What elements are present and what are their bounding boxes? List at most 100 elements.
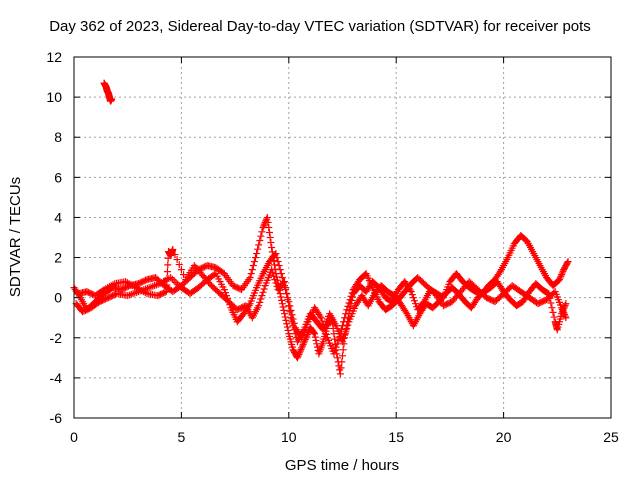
data-point [164, 261, 172, 269]
data-point [344, 302, 352, 310]
data-point [557, 272, 565, 280]
data-point [283, 290, 291, 298]
data-point [268, 266, 276, 274]
data-point [256, 298, 264, 306]
data-point [252, 254, 260, 262]
data-points [70, 79, 572, 378]
x-axis-label: GPS time / hours [285, 457, 399, 474]
data-point [265, 223, 273, 231]
data-point [545, 290, 553, 298]
data-point [248, 266, 256, 274]
data-point [278, 300, 286, 308]
data-point [254, 245, 262, 253]
data-point [221, 289, 229, 297]
data-point [281, 278, 289, 286]
data-point [276, 266, 284, 274]
data-point [284, 326, 292, 334]
data-point [255, 302, 263, 310]
x-tick-label: 0 [70, 429, 78, 445]
data-point [339, 338, 346, 346]
data-point [298, 342, 306, 350]
data-point [546, 294, 554, 302]
data-point [562, 300, 570, 308]
data-point [549, 308, 557, 316]
data-point [558, 271, 566, 279]
data-point [311, 333, 319, 341]
data-point [311, 330, 319, 338]
data-point [260, 285, 268, 293]
data-point [259, 288, 267, 296]
data-point [333, 340, 341, 348]
data-point [281, 313, 289, 321]
data-point [260, 220, 268, 228]
y-tick-label: 0 [54, 290, 62, 306]
data-point [301, 335, 309, 343]
data-point [277, 270, 285, 278]
x-tick-label: 10 [281, 429, 297, 445]
data-point [330, 350, 338, 358]
data-point [268, 244, 276, 252]
data-point [253, 250, 261, 258]
data-point [279, 279, 287, 287]
data-point [162, 288, 170, 296]
y-axis-label: SDTVAR / TECUs [7, 177, 24, 297]
data-point [286, 308, 294, 316]
data-point [562, 314, 570, 322]
data-point [249, 262, 257, 270]
series-track-c [74, 246, 570, 346]
data-point [338, 358, 346, 366]
data-point [559, 267, 567, 275]
data-point [559, 306, 567, 314]
data-point [555, 276, 563, 284]
data-point [556, 274, 564, 282]
data-point [270, 261, 278, 269]
data-point [298, 344, 306, 352]
data-point [558, 308, 566, 316]
data-point [220, 286, 228, 294]
data-point [247, 270, 255, 278]
data-point [558, 269, 566, 277]
data-point [282, 316, 290, 324]
data-point [332, 343, 340, 351]
data-point [266, 234, 274, 241]
data-point [339, 346, 347, 354]
y-tick-label: 6 [54, 169, 62, 185]
data-point [288, 318, 296, 326]
grid-layer [74, 57, 611, 418]
y-tick-label: 12 [46, 49, 62, 65]
data-point [310, 329, 318, 337]
data-point [296, 347, 304, 355]
data-point [548, 304, 556, 312]
data-point [412, 300, 420, 308]
data-point [275, 262, 283, 270]
data-point [339, 322, 346, 330]
data-point [272, 279, 280, 287]
data-point [293, 354, 301, 362]
data-point [496, 267, 504, 275]
data-point [316, 312, 324, 320]
data-point [342, 310, 350, 318]
data-point [312, 336, 320, 344]
data-point [560, 303, 568, 311]
data-point [250, 258, 258, 266]
data-point [317, 314, 325, 322]
data-point [331, 335, 339, 343]
data-point [257, 232, 265, 240]
data-point [283, 320, 291, 328]
data-point [294, 352, 302, 360]
data-point [284, 296, 292, 304]
data-point [343, 324, 351, 332]
data-point [267, 239, 275, 247]
data-point [263, 215, 271, 223]
data-point [336, 370, 344, 378]
data-point [299, 340, 307, 348]
axis-ticks: 0 5 10 15 20 25 -6 -4 -2 0 2 4 6 8 10 12 [46, 49, 619, 445]
data-point [410, 297, 418, 305]
x-tick-label: 15 [388, 429, 404, 445]
plot-frame [73, 56, 612, 419]
data-point [265, 228, 273, 236]
data-point [274, 258, 282, 266]
chart-title: Day 362 of 2023, Sidereal Day-to-day VTE… [49, 18, 591, 35]
data-point [340, 334, 348, 342]
